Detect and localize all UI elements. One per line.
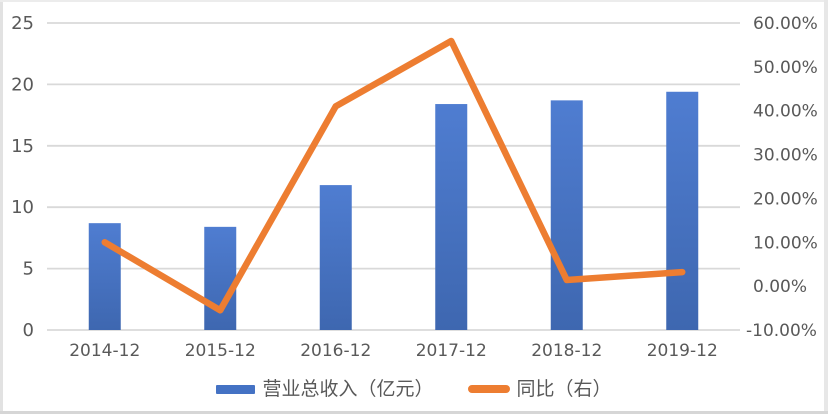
x-axis-category-label: 2018-12 (531, 341, 602, 361)
right-axis-tick-label: 20.00% (753, 189, 818, 209)
right-axis-tick-label: 40.00% (753, 102, 818, 122)
left-axis-tick-label: 25 (11, 13, 34, 34)
left-axis-tick-label: 10 (11, 197, 34, 218)
x-axis-category-label: 2019-12 (647, 341, 718, 361)
legend-label-yoy: 同比（右） (516, 377, 612, 400)
bar-series-swatch-icon (216, 384, 256, 394)
x-axis-category-labels: 2014-12 2015-12 2016-12 2017-12 2018-12 2019-… (69, 341, 718, 361)
left-axis-tick-label: 0 (23, 320, 34, 341)
x-axis-category-label: 2017-12 (416, 341, 487, 361)
right-axis-tick-labels: -10.00% 0.00% 10.00% 20.00% 30.00% 40.00% 50.0… (746, 14, 818, 341)
bar-series-revenue (88, 91, 699, 330)
left-axis-tick-label: 15 (11, 136, 34, 157)
chart-legend: 营业总收入（亿元） 同比（右） (0, 376, 828, 402)
yoy-line (101, 37, 686, 314)
legend-label-revenue: 营业总收入（亿元） (262, 377, 434, 400)
card-left-border (0, 0, 3, 412)
card-top-border (0, 0, 828, 2)
right-axis-tick-label: 50.00% (753, 58, 818, 78)
left-axis-tick-labels: 0 5 10 15 20 25 (11, 13, 34, 341)
right-axis-tick-label: 30.00% (753, 146, 818, 166)
line-series-swatch-icon (467, 385, 510, 393)
legend-item-yoy: 同比（右） (467, 377, 612, 400)
left-axis-tick-label: 5 (23, 259, 34, 280)
chart-canvas: 0 5 10 15 20 25 -10.00% 0.00% 10.00% 20.00% 30.00%… (11, 13, 818, 361)
card-right-border (824, 0, 828, 412)
gridlines (47, 22, 740, 331)
x-axis-category-label: 2015-12 (185, 341, 256, 361)
bar-2019-12 (666, 91, 699, 330)
right-axis-tick-label: 0.00% (753, 277, 807, 297)
x-axis-category-label: 2016-12 (300, 341, 371, 361)
bottom-divider (0, 411, 828, 414)
left-axis-tick-label: 20 (11, 74, 34, 95)
x-axis-category-label: 2014-12 (69, 341, 140, 361)
right-axis-tick-label: 60.00% (753, 14, 818, 34)
legend-item-revenue: 营业总收入（亿元） (216, 377, 434, 400)
bar-2016-12 (319, 185, 352, 330)
right-axis-tick-label: 10.00% (753, 233, 818, 253)
bar-2017-12 (435, 104, 468, 330)
bar-2015-12 (204, 226, 237, 330)
right-axis-tick-label: -10.00% (746, 321, 817, 341)
bar-2018-12 (550, 100, 583, 330)
